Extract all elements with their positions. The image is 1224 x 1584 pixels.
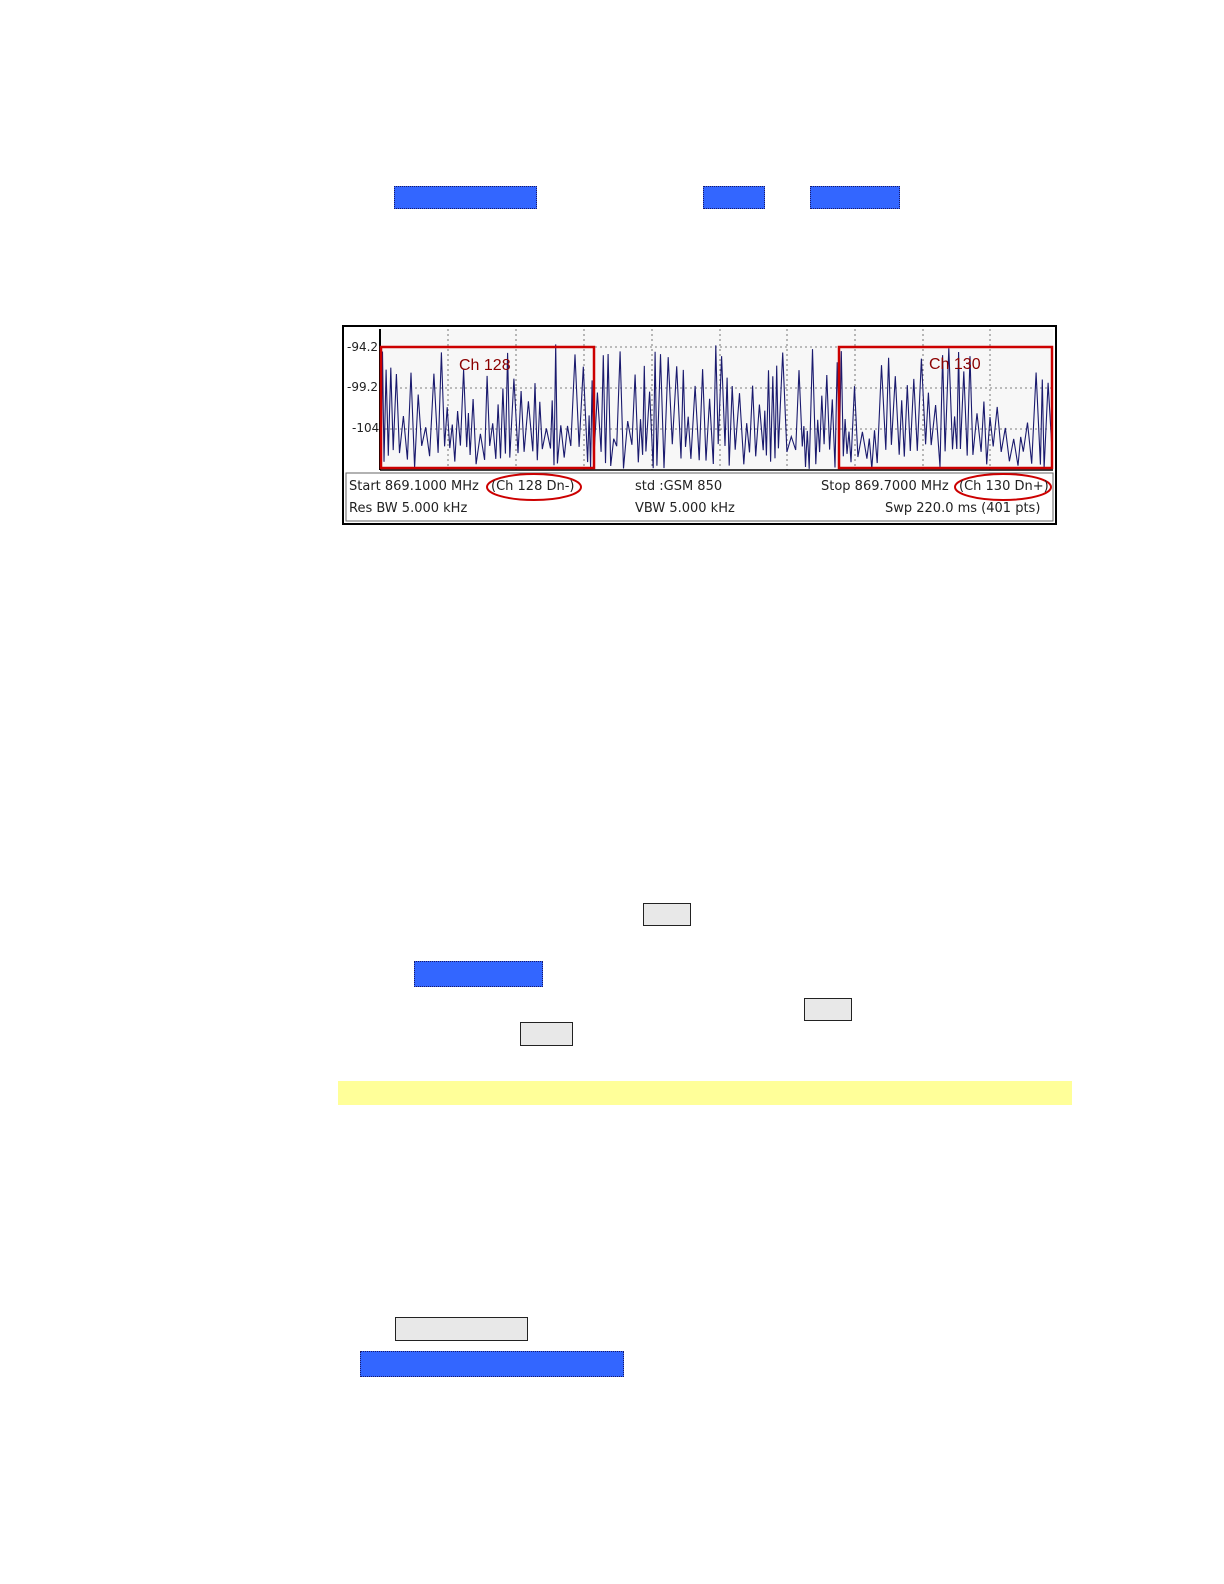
y-tick-label: -104 <box>352 421 379 435</box>
channel-box-label: Ch 128 <box>459 357 511 374</box>
stop-channel-circle <box>954 473 1052 501</box>
sweep: Swp 220.0 ms (401 pts) <box>885 501 1041 516</box>
highlight-bar-1 <box>394 186 537 209</box>
note-highlight-bar <box>338 1081 1072 1105</box>
highlight-bar-3 <box>810 186 900 209</box>
start-freq: Start 869.1000 MHz <box>349 479 479 494</box>
start-channel: (Ch 128 Dn-) <box>491 479 575 494</box>
highlight-bar-4 <box>414 961 543 987</box>
key-button-1[interactable] <box>643 903 691 926</box>
channel-box-label: Ch 130 <box>929 356 981 373</box>
y-tick-label: -99.2 <box>347 380 378 394</box>
key-button-4[interactable] <box>395 1317 528 1341</box>
key-button-3[interactable] <box>520 1022 573 1046</box>
spectrum-analyzer-screenshot: -94.2 -99.2 -104 Ch 128 Ch 130 Start 869… <box>342 325 1057 525</box>
spectrum-plot: -94.2 -99.2 -104 Ch 128 Ch 130 <box>345 329 1054 522</box>
highlight-bar-2 <box>703 186 765 209</box>
info-panel-border <box>345 472 1054 522</box>
channel-box-128 <box>379 345 596 470</box>
vbw: VBW 5.000 kHz <box>635 501 735 516</box>
spectrum-trace <box>380 344 1053 470</box>
y-tick-label: -94.2 <box>347 340 378 354</box>
stop-freq: Stop 869.7000 MHz <box>821 479 949 494</box>
channel-box-130 <box>837 345 1054 470</box>
highlight-bar-5 <box>360 1351 624 1377</box>
key-button-2[interactable] <box>804 998 852 1021</box>
standard: std :GSM 850 <box>635 479 723 494</box>
res-bw: Res BW 5.000 kHz <box>349 501 468 516</box>
start-channel-circle <box>486 473 582 501</box>
stop-channel: (Ch 130 Dn+) <box>959 479 1049 494</box>
